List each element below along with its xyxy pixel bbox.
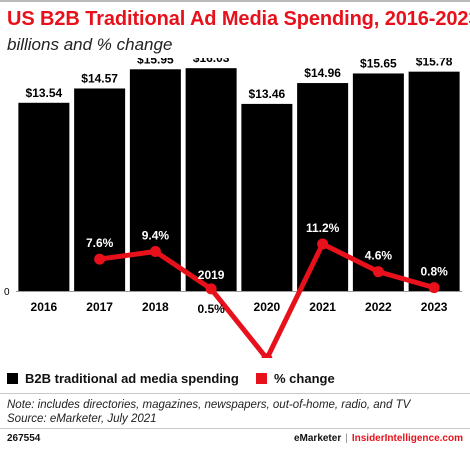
legend-swatch-spending [7,373,18,384]
change-point-2023 [428,282,440,294]
bar-value-label-2022: $15.65 [360,58,397,70]
legend-item-spending: B2B traditional ad media spending [7,371,239,386]
bar-2021 [297,83,349,291]
footer-brands: eMarketer | InsiderIntelligence.com [294,433,463,444]
change-label-2023: 0.8% [420,265,448,279]
legend-item-change: % change [256,371,335,386]
bar-2022 [352,73,404,291]
change-point-2020 [261,353,273,358]
y-axis-zero-label: 0 [4,287,10,298]
notes-divider [0,393,470,394]
note-text: Note: includes directories, magazines, n… [7,399,411,411]
top-divider [0,0,470,2]
chart-id: 267554 [7,433,41,444]
bar-2023 [408,71,460,292]
change-label-2022: 4.6% [365,249,393,263]
bar-2019 [185,68,237,291]
footer-divider [0,428,470,429]
legend-label-change: % change [274,371,335,386]
x-tick-label-2016: 2016 [31,300,58,314]
change-label-2021: 11.2% [306,221,340,235]
x-tick-label-2020: 2020 [254,300,281,314]
change-label-2019: 0.5% [197,302,225,316]
brand-separator: | [345,433,348,444]
brand-insider-intelligence: InsiderIntelligence.com [351,433,463,444]
legend-label-spending: B2B traditional ad media spending [25,371,239,386]
bar-value-label-2017: $14.57 [81,71,118,85]
bar-value-label-2016: $13.54 [26,86,63,100]
brand-emarketer: eMarketer [293,433,342,444]
source-text: Source: eMarketer, July 2021 [7,413,157,425]
bar-value-label-2020: $13.46 [249,87,286,101]
bar-2020 [241,103,293,291]
change-point-2019 [205,283,217,295]
chart-title: US B2B Traditional Ad Media Spending, 20… [7,8,470,30]
bar-2018 [129,69,181,291]
chart-subtitle: billions and % change [7,35,173,54]
bar-2016 [18,102,70,291]
chart-area: 0 $13.54 $14.57 $15.95 $16.03 $13.46 $14.96 $15… [4,58,462,358]
x-tick-label-2022: 2022 [365,300,392,314]
x-tick-label-2019: 2019 [198,268,225,282]
x-tick-label-2021: 2021 [309,300,336,314]
bar-value-label-2023: $15.78 [416,58,453,69]
legend-swatch-change [256,373,267,384]
bar-value-label-2018: $15.95 [137,58,174,66]
change-point-2018 [149,246,161,258]
x-tick-label-2017: 2017 [86,300,113,314]
change-label-2018: 9.4% [142,229,170,243]
change-point-2021 [317,238,329,250]
x-tick-label-2023: 2023 [421,300,448,314]
bar-value-label-2019: $16.03 [193,58,230,65]
change-point-2022 [372,266,384,278]
bar-value-label-2021: $14.96 [304,66,341,80]
change-label-2017: 7.6% [86,236,114,250]
x-tick-label-2018: 2018 [142,300,169,314]
change-point-2017 [94,253,106,265]
